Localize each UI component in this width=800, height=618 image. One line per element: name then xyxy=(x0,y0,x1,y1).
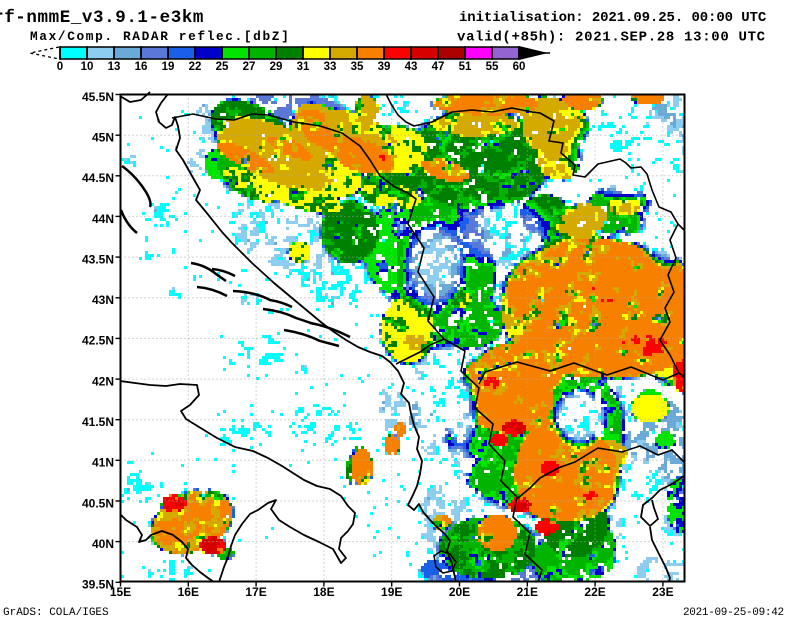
svg-text:10: 10 xyxy=(81,61,94,73)
svg-text:18E: 18E xyxy=(313,585,334,599)
svg-text:23E: 23E xyxy=(652,585,673,599)
svg-text:GrADS: COLA/IGES: GrADS: COLA/IGES xyxy=(3,607,109,618)
svg-text:43.5N: 43.5N xyxy=(82,252,114,266)
svg-text:0: 0 xyxy=(57,61,63,73)
svg-text:2021-09-25-09:42: 2021-09-25-09:42 xyxy=(683,607,784,618)
svg-text:41N: 41N xyxy=(92,456,114,470)
svg-text:39: 39 xyxy=(378,61,391,73)
svg-text:42.5N: 42.5N xyxy=(82,334,114,348)
svg-text:22E: 22E xyxy=(584,585,605,599)
svg-text:16E: 16E xyxy=(178,585,199,599)
svg-text:60: 60 xyxy=(513,61,526,73)
svg-text:19: 19 xyxy=(162,61,175,73)
svg-text:43N: 43N xyxy=(92,293,114,307)
svg-text:19E: 19E xyxy=(381,585,402,599)
svg-text:wrf-nmmE_v3.9.1-e3km: wrf-nmmE_v3.9.1-e3km xyxy=(0,8,204,28)
svg-text:41.5N: 41.5N xyxy=(82,415,114,429)
svg-text:43: 43 xyxy=(405,61,418,73)
svg-text:initialisation: 2021.09.25. 00: initialisation: 2021.09.25. 00:00 UTC xyxy=(459,10,767,26)
svg-text:22: 22 xyxy=(189,61,202,73)
svg-text:35: 35 xyxy=(351,61,364,73)
svg-text:47: 47 xyxy=(432,61,445,73)
svg-text:40.5N: 40.5N xyxy=(82,496,114,510)
svg-text:39.5N: 39.5N xyxy=(82,578,114,592)
svg-text:45N: 45N xyxy=(92,131,114,145)
svg-text:31: 31 xyxy=(297,61,310,73)
svg-text:13: 13 xyxy=(108,61,121,73)
svg-text:44.5N: 44.5N xyxy=(82,171,114,185)
svg-text:20E: 20E xyxy=(449,585,470,599)
svg-text:valid(+85h): 2021.SEP.28 13:00: valid(+85h): 2021.SEP.28 13:00 UTC xyxy=(457,30,766,46)
svg-text:51: 51 xyxy=(459,61,472,73)
svg-text:15E: 15E xyxy=(110,585,131,599)
svg-text:16: 16 xyxy=(135,61,148,73)
svg-text:17E: 17E xyxy=(245,585,266,599)
svg-text:21E: 21E xyxy=(517,585,538,599)
svg-text:40N: 40N xyxy=(92,537,114,551)
svg-text:27: 27 xyxy=(243,61,256,73)
svg-text:45.5N: 45.5N xyxy=(82,90,114,104)
svg-text:55: 55 xyxy=(486,61,499,73)
svg-text:44N: 44N xyxy=(92,212,114,226)
svg-text:25: 25 xyxy=(216,61,229,73)
svg-text:33: 33 xyxy=(324,61,337,73)
svg-text:Max/Comp. RADAR reflec.[dbZ]: Max/Comp. RADAR reflec.[dbZ] xyxy=(30,29,290,44)
svg-text:42N: 42N xyxy=(92,374,114,388)
svg-text:29: 29 xyxy=(270,61,283,73)
